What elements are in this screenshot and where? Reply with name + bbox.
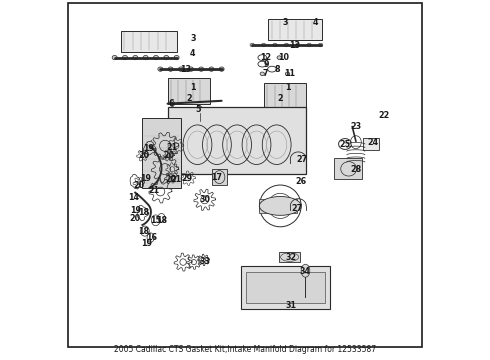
Ellipse shape: [284, 43, 289, 47]
Ellipse shape: [262, 43, 266, 47]
Text: 31: 31: [286, 301, 296, 310]
Ellipse shape: [133, 55, 138, 60]
Text: 2: 2: [277, 94, 283, 103]
Text: 20: 20: [130, 213, 141, 222]
Ellipse shape: [198, 67, 204, 71]
Text: 8: 8: [274, 65, 280, 74]
Ellipse shape: [285, 72, 290, 76]
Text: 7: 7: [262, 69, 268, 78]
Ellipse shape: [189, 67, 194, 71]
Text: 2: 2: [186, 94, 192, 103]
Text: 26: 26: [295, 177, 306, 186]
Text: 20: 20: [133, 181, 145, 190]
Text: 30: 30: [199, 195, 210, 204]
Bar: [259, 199, 297, 213]
Ellipse shape: [158, 67, 163, 71]
Text: 16: 16: [146, 233, 157, 243]
Bar: [264, 83, 306, 109]
Bar: [121, 31, 176, 52]
Text: 1: 1: [190, 83, 196, 92]
Text: 6: 6: [169, 99, 174, 108]
Text: 32: 32: [286, 253, 296, 262]
Text: 17: 17: [211, 173, 221, 181]
Text: 5: 5: [196, 105, 201, 114]
Text: 21: 21: [149, 186, 160, 195]
Text: 4: 4: [313, 18, 318, 27]
Ellipse shape: [318, 43, 323, 47]
Text: 20: 20: [164, 152, 175, 161]
Text: 21: 21: [171, 175, 181, 184]
Text: 20: 20: [139, 152, 150, 161]
Bar: [363, 138, 379, 150]
Bar: [168, 78, 210, 104]
Text: 28: 28: [350, 165, 362, 174]
Ellipse shape: [301, 264, 310, 277]
Text: 18: 18: [156, 216, 167, 225]
Text: 15: 15: [150, 216, 161, 225]
Bar: [212, 169, 227, 185]
Text: 18: 18: [138, 228, 149, 236]
Text: 1: 1: [285, 83, 290, 92]
Ellipse shape: [164, 55, 169, 60]
Bar: [241, 266, 330, 309]
Bar: [143, 118, 181, 188]
Bar: [168, 107, 306, 174]
Ellipse shape: [295, 43, 300, 47]
Text: 23: 23: [350, 122, 362, 131]
Text: 19: 19: [142, 238, 152, 248]
Text: 14: 14: [128, 193, 140, 202]
Bar: [334, 158, 363, 179]
Ellipse shape: [197, 106, 203, 113]
Ellipse shape: [259, 197, 301, 215]
Ellipse shape: [122, 55, 127, 60]
Text: 25: 25: [340, 140, 351, 149]
Text: 9: 9: [264, 60, 270, 69]
Text: 11: 11: [285, 69, 295, 78]
Text: 19: 19: [143, 144, 154, 153]
Ellipse shape: [219, 67, 224, 71]
Text: 12: 12: [260, 53, 271, 62]
Bar: [246, 272, 324, 303]
Text: 34: 34: [300, 267, 311, 276]
Text: 4: 4: [190, 49, 196, 58]
Text: 21: 21: [167, 143, 178, 152]
Ellipse shape: [209, 67, 214, 71]
Text: 19: 19: [141, 174, 151, 183]
Text: 18: 18: [139, 208, 150, 217]
Ellipse shape: [178, 67, 183, 71]
Text: 3: 3: [190, 34, 196, 43]
Ellipse shape: [143, 55, 148, 60]
Bar: [269, 19, 321, 40]
Ellipse shape: [273, 43, 277, 47]
Text: 29: 29: [182, 174, 193, 183]
Ellipse shape: [168, 67, 173, 71]
Ellipse shape: [174, 55, 179, 60]
Text: 19: 19: [130, 207, 141, 215]
Text: 2005 Cadillac CTS Gasket Kit,Intake Manifold Diagram for 12533587: 2005 Cadillac CTS Gasket Kit,Intake Mani…: [114, 346, 376, 354]
Text: 33: 33: [199, 256, 210, 265]
Text: 27: 27: [296, 154, 307, 163]
Text: 22: 22: [378, 111, 389, 120]
Ellipse shape: [307, 43, 311, 47]
Text: 3: 3: [283, 18, 288, 27]
Ellipse shape: [260, 72, 265, 76]
Text: 20: 20: [166, 175, 177, 184]
Ellipse shape: [112, 55, 117, 60]
Text: 27: 27: [292, 204, 303, 213]
Text: 10: 10: [278, 53, 289, 62]
Text: 13: 13: [180, 65, 191, 74]
Ellipse shape: [250, 43, 254, 47]
Bar: [279, 252, 300, 262]
Text: 24: 24: [367, 138, 378, 147]
Ellipse shape: [277, 56, 281, 59]
Ellipse shape: [153, 55, 158, 60]
Text: 13: 13: [289, 40, 300, 49]
